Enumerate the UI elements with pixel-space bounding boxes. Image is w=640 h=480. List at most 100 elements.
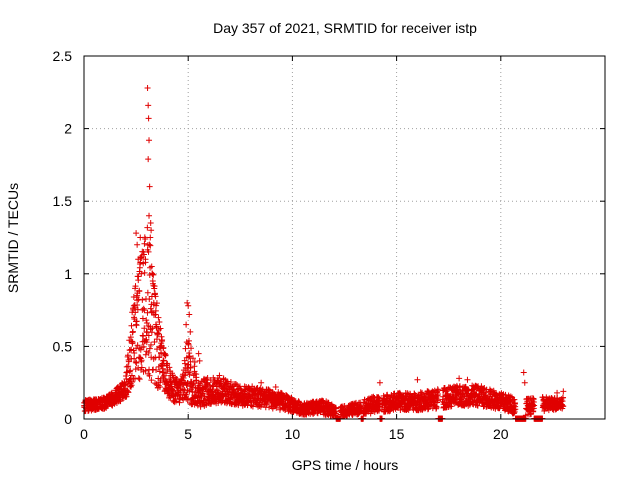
data-point [232,380,239,387]
data-point [375,394,382,401]
data-point [137,234,144,241]
data-point [135,273,142,280]
data-point [145,115,152,122]
data-point [154,331,161,338]
data-point [188,345,195,352]
data-point [227,379,234,386]
data-point [160,373,167,380]
data-point [151,283,158,290]
data-point [114,385,121,392]
data-point [124,388,131,395]
data-point [181,372,188,379]
data-point [150,271,157,278]
data-point [147,305,154,312]
data-point [157,325,164,332]
data-point [127,367,134,374]
data-points [81,84,567,422]
data-point [191,358,198,365]
data-point [310,410,317,417]
data-point [172,398,179,405]
data-point [150,299,157,306]
data-point [136,345,143,352]
data-point [464,376,471,383]
data-point [520,369,527,376]
data-point [136,376,143,383]
data-point [560,394,567,401]
data-point [143,317,150,324]
data-point [196,357,203,364]
data-point [135,296,142,303]
data-point [145,248,152,255]
y-tick-label: 0.5 [53,338,73,354]
y-tick-label: 1.5 [53,193,73,209]
data-point [176,395,183,402]
data-point [560,388,567,395]
data-point [140,343,147,350]
y-tick-label: 2 [64,121,72,137]
data-point [272,384,279,391]
data-point [153,366,160,373]
data-point [144,289,151,296]
y-tick-label: 0 [64,411,72,427]
data-point [145,349,152,356]
y-tick-label: 2.5 [53,48,73,64]
data-point [152,321,159,328]
data-point [160,357,167,364]
data-point [141,269,148,276]
data-point [156,368,163,375]
grid-lines [84,56,605,419]
data-point [146,137,153,144]
data-point [126,337,133,344]
data-point [137,259,144,266]
data-point [152,290,159,297]
data-point [149,325,156,332]
data-point [141,325,148,332]
data-point [147,234,154,241]
data-point [123,363,130,370]
x-axis-label: GPS time / hours [292,457,399,473]
data-point [171,397,178,404]
data-point [155,330,162,337]
data-point [248,402,255,409]
data-point [127,334,134,341]
data-point [132,285,139,292]
data-point [137,354,144,361]
data-point [133,321,140,328]
data-point [530,408,537,415]
y-axis-label: SRMTID / TECUs [5,183,21,293]
data-point [123,369,130,376]
data-point [216,372,223,379]
data-point [185,340,192,347]
data-point [144,84,151,91]
data-point [149,271,156,278]
data-point [147,219,154,226]
data-point [189,388,196,395]
data-point [456,375,463,382]
data-point [147,242,154,249]
data-point [139,296,146,303]
data-point [143,319,150,326]
data-point [129,328,136,335]
data-point [471,386,478,393]
data-point [153,336,160,343]
data-point [156,354,163,361]
data-point [186,369,193,376]
data-point [183,321,190,328]
data-point [184,299,191,306]
data-point [183,391,190,398]
data-point [474,384,481,391]
data-point [148,377,155,384]
data-point [155,314,162,321]
data-point [124,369,131,376]
data-point [125,363,132,370]
data-point [141,240,148,247]
data-point [135,375,142,382]
data-point [150,366,157,373]
data-point [186,311,193,318]
data-point [124,352,131,359]
data-point [103,403,110,410]
data-point [152,307,159,314]
data-point [204,375,211,382]
data-point [433,404,440,411]
data-point [185,337,192,344]
